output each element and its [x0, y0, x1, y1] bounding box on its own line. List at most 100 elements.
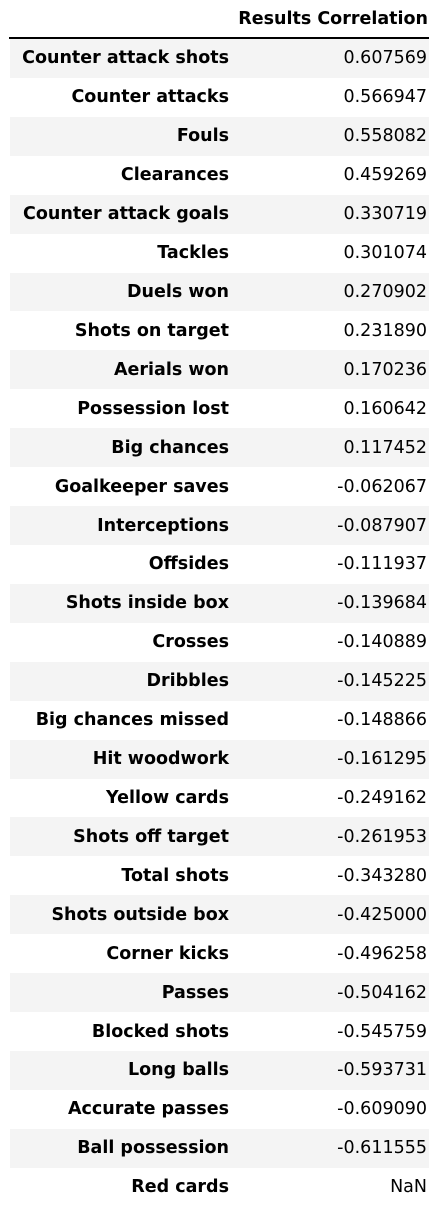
row-label: Yellow cards [106, 787, 229, 808]
row-value: 0.607569 [343, 48, 427, 69]
row-label: Goalkeeper saves [54, 476, 229, 497]
row-value: 0.160642 [343, 398, 427, 419]
row-label: Ball possession [77, 1138, 229, 1159]
row-label: Aerials won [113, 359, 229, 380]
table-row: Tackles 0.301074 [0, 234, 437, 273]
row-value: -0.139684 [337, 593, 427, 614]
row-value: -0.087907 [337, 515, 427, 536]
table-row: Goalkeeper saves -0.062067 [0, 467, 437, 506]
table-row: Fouls 0.558082 [0, 116, 437, 156]
table-row: Possession lost 0.160642 [0, 389, 437, 428]
row-background [10, 428, 429, 468]
row-value: -0.611555 [337, 1138, 427, 1159]
table-row: Dribbles -0.145225 [0, 661, 437, 701]
row-value: 0.170236 [343, 359, 427, 380]
row-background [10, 116, 429, 156]
table-row: Yellow cards -0.249162 [0, 779, 437, 818]
row-value: -0.504162 [337, 982, 427, 1003]
table-row: Counter attack goals 0.330719 [0, 194, 437, 234]
table-row: Counter attacks 0.566947 [0, 78, 437, 117]
table-row: Accurate passes -0.609090 [0, 1090, 437, 1129]
row-background [10, 583, 429, 623]
table-row: Blocked shots -0.545759 [0, 1012, 437, 1051]
row-label: Offsides [148, 554, 229, 575]
row-background [10, 194, 429, 234]
row-label: Shots on target [74, 320, 229, 341]
row-background [10, 895, 429, 935]
row-label: Tackles [157, 243, 229, 264]
table-row: Counter attack shots 0.607569 [0, 39, 437, 78]
row-label: Crosses [152, 632, 229, 653]
row-label: Total shots [121, 865, 229, 886]
table-row: Ball possession -0.611555 [0, 1128, 437, 1168]
table-row: Red cards NaN [0, 1168, 437, 1207]
row-label: Dribbles [146, 671, 230, 692]
row-value: 0.301074 [343, 243, 427, 264]
header-rule [9, 37, 429, 39]
table-row: Crosses -0.140889 [0, 623, 437, 662]
table-row: Passes -0.504162 [0, 973, 437, 1013]
table-row: Long balls -0.593731 [0, 1050, 437, 1090]
row-value: -0.249162 [337, 787, 427, 808]
row-value: -0.145225 [337, 671, 427, 692]
row-background [10, 350, 429, 390]
row-value: NaN [390, 1177, 427, 1198]
row-label: Counter attack goals [23, 204, 229, 225]
row-value: -0.609090 [337, 1099, 427, 1120]
row-label: Long balls [127, 1060, 229, 1081]
row-value: 0.330719 [343, 204, 427, 225]
row-label: Hit woodwork [92, 749, 229, 770]
row-label: Possession lost [77, 398, 229, 419]
table-row: Shots on target 0.231890 [0, 311, 437, 350]
row-value: 0.566947 [343, 87, 427, 108]
row-label: Shots off target [73, 826, 229, 847]
row-label: Counter attack shots [22, 48, 229, 69]
row-background [10, 1128, 429, 1168]
table-row: Duels won 0.270902 [0, 272, 437, 312]
row-value: 0.270902 [343, 281, 427, 302]
row-value: -0.140889 [337, 632, 427, 653]
row-label: Big chances missed [35, 710, 229, 731]
table-row: Shots inside box -0.139684 [0, 583, 437, 623]
table-body: Counter attack shots 0.607569 Counter atta… [0, 39, 437, 1207]
row-value: 0.231890 [343, 320, 427, 341]
row-background [10, 272, 429, 312]
table-row: Big chances 0.117452 [0, 428, 437, 468]
table-row: Shots off target -0.261953 [0, 817, 437, 857]
row-label: Duels won [126, 281, 229, 302]
row-label: Passes [161, 982, 229, 1003]
row-background [10, 1050, 429, 1090]
table-row: Offsides -0.111937 [0, 545, 437, 584]
row-value: -0.593731 [337, 1060, 427, 1081]
table-row: Hit woodwork -0.161295 [0, 739, 437, 779]
row-label: Red cards [131, 1177, 229, 1198]
row-label: Counter attacks [71, 87, 229, 108]
row-value: -0.161295 [337, 749, 427, 770]
table-row: Big chances missed -0.148866 [0, 701, 437, 740]
row-value: -0.062067 [337, 476, 427, 497]
row-label: Fouls [176, 126, 229, 147]
row-value: -0.111937 [337, 554, 427, 575]
row-background [10, 39, 429, 78]
table-row: Clearances 0.459269 [0, 156, 437, 195]
row-value: -0.425000 [337, 904, 427, 925]
row-label: Clearances [120, 165, 229, 186]
row-value: -0.261953 [337, 826, 427, 847]
row-background [10, 973, 429, 1013]
row-background [10, 506, 429, 545]
row-label: Big chances [111, 437, 229, 458]
row-label: Blocked shots [91, 1021, 229, 1042]
row-label: Interceptions [97, 515, 229, 536]
row-value: 0.459269 [343, 165, 427, 186]
table-row: Corner kicks -0.496258 [0, 934, 437, 973]
row-label: Shots inside box [65, 593, 229, 614]
column-header: Results Correlation [238, 9, 428, 29]
table-row: Interceptions -0.087907 [0, 506, 437, 545]
row-value: 0.558082 [343, 126, 427, 147]
row-value: -0.148866 [337, 710, 427, 731]
row-value: -0.545759 [337, 1021, 427, 1042]
row-label: Corner kicks [106, 943, 229, 964]
row-label: Shots outside box [51, 904, 229, 925]
row-value: -0.496258 [337, 943, 427, 964]
row-label: Accurate passes [68, 1099, 229, 1120]
